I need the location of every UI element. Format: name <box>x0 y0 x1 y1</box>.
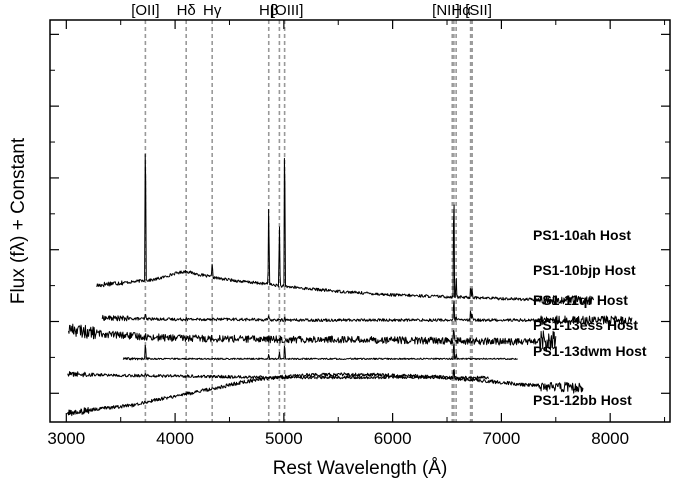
x-tick-label: 4000 <box>156 429 194 448</box>
emission-label-h: Hδ <box>177 2 196 19</box>
emission-label-nii: [NII] <box>432 2 460 19</box>
emission-label-oiii: [OIII] <box>271 2 304 19</box>
series-label-ps1-12bb-host: PS1-12bb Host <box>533 392 632 408</box>
spectra-series <box>66 153 633 417</box>
y-axis-label: Flux (fλ) + Constant <box>8 137 29 304</box>
spectrum-ps1-13dwm-host <box>67 369 489 380</box>
emission-label-h: Hβ <box>259 2 279 19</box>
spectrum-ps1-12bb-host <box>66 369 584 417</box>
x-tick-label: 6000 <box>374 429 412 448</box>
spectrum-ps1-10ah-host <box>96 153 594 305</box>
spectrum-ps1-10bjp-host <box>101 300 633 325</box>
emission-label-h: Hα <box>451 2 471 19</box>
x-axis-label: Rest Wavelength (Å) <box>273 458 448 479</box>
x-tick-label: 7000 <box>482 429 520 448</box>
series-label-ps1-13dwm-host: PS1-13dwm Host <box>533 343 647 359</box>
plot-frame <box>49 19 671 423</box>
x-tick-label: 3000 <box>47 429 85 448</box>
series-label-ps1-13ess-host: PS1-13ess Host <box>533 317 638 333</box>
x-tick-label: 8000 <box>591 429 629 448</box>
emission-label-oii: [OII] <box>131 2 159 19</box>
emission-label-h: Hγ <box>203 2 222 19</box>
spectrum-ps1-11qr-host <box>68 323 557 352</box>
spectrum-ps1-13ess-host <box>122 343 518 361</box>
series-label-ps1-10ah-host: PS1-10ah Host <box>533 227 631 243</box>
emission-label-sii: [SII] <box>465 2 492 19</box>
axis-ticks: 3000 4000 5000 6000 7000 8000 <box>47 20 670 448</box>
emission-line-markers <box>144 20 473 422</box>
series-label-ps1-11qr-host: PS1-11qr Host <box>533 292 628 308</box>
text-labels: Rest Wavelength (Å) Flux (fλ) + Constant… <box>8 2 647 479</box>
x-tick-label: 5000 <box>265 429 303 448</box>
series-label-ps1-10bjp-host: PS1-10bjp Host <box>533 262 636 278</box>
